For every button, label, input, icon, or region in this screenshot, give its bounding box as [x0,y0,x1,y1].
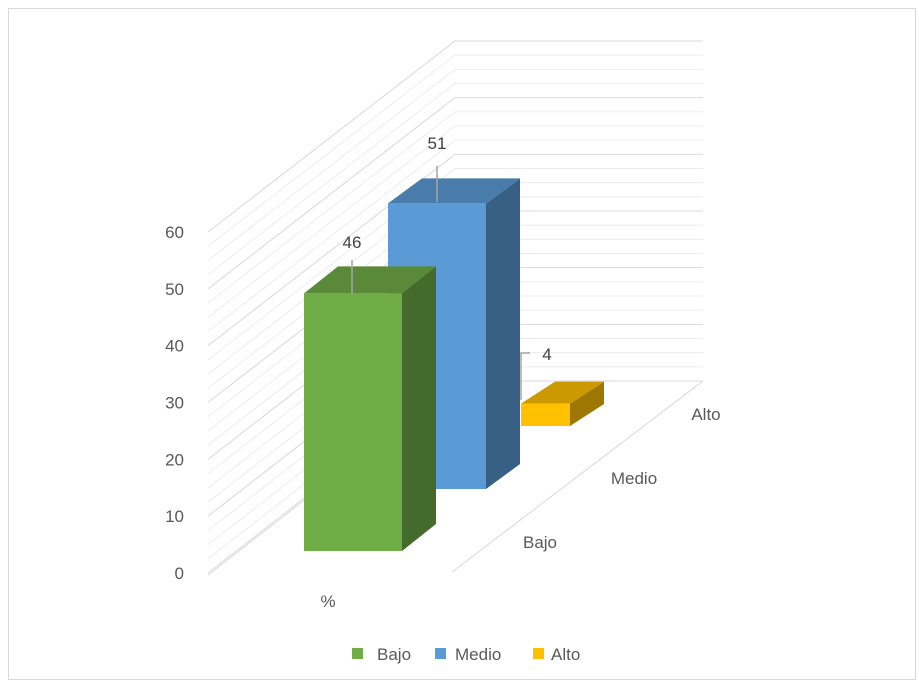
side-wall-gridline [207,111,456,304]
legend: Bajo Medio Alto [352,645,580,664]
y-tick-label: 50 [165,280,184,299]
legend-item: Alto [533,645,580,664]
side-wall-gridline [207,83,456,276]
depth-axis-label: Alto [691,405,720,424]
floor-edge-right [451,380,704,573]
legend-swatch [435,648,446,659]
bar-side-face [486,178,520,489]
bar-top-face [521,381,604,404]
side-wall-gridline [207,139,456,332]
bar-bajo [304,266,436,551]
data-label: 46 [343,233,362,252]
y-tick-label: 40 [165,337,184,356]
data-label: 51 [428,134,447,153]
legend-swatch [352,648,363,659]
depth-axis-label: Bajo [523,533,557,552]
side-wall-gridline [207,68,456,261]
y-tick-label: 20 [165,450,184,469]
bars [304,178,604,551]
legend-item: Bajo [352,645,411,664]
bar-alto [521,381,604,426]
y-tick-label: 30 [165,394,184,413]
side-wall-gridline [207,97,456,290]
y-tick-label: 0 [175,564,184,583]
y-tick-label: 60 [165,223,184,242]
depth-axis-label: Medio [611,469,657,488]
bar-top-face [304,266,436,294]
legend-label: Alto [551,645,580,664]
data-labels: 46 51 4 [343,134,552,400]
category-label: % [320,592,335,611]
side-wall-gridline [207,54,456,247]
data-label: 4 [542,345,551,364]
legend-label: Medio [455,645,501,664]
bar-front-face [304,293,402,551]
legend-swatch [533,648,544,659]
bar-top-face [388,178,520,204]
side-wall-gridline [207,40,456,233]
legend-label: Bajo [377,645,411,664]
bar-side-face [570,381,604,426]
side-wall-gridline [207,125,456,318]
bar-front-face [521,403,570,426]
legend-item: Medio [435,645,501,664]
data-label-leader [520,352,530,400]
depth-axis-labels: Bajo Medio Alto [523,405,721,552]
y-axis-ticks: 0 10 20 30 40 50 60 [165,223,184,583]
bar-side-face [402,266,436,551]
y-tick-label: 10 [165,507,184,526]
